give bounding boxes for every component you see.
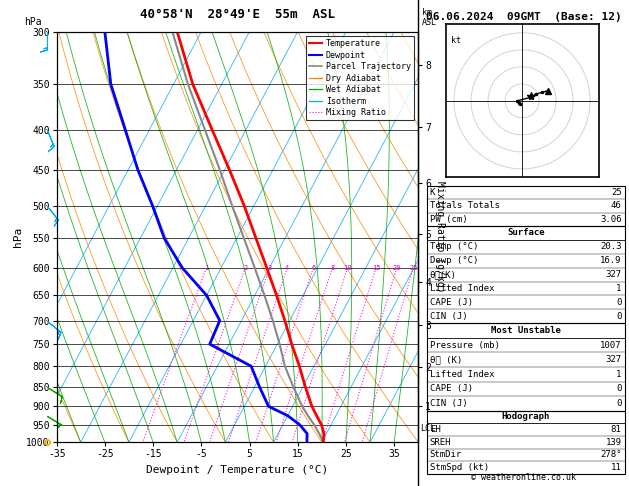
Bar — [426, 186, 625, 226]
Text: kt: kt — [450, 36, 460, 45]
Text: 6: 6 — [311, 265, 315, 271]
Text: 1: 1 — [616, 284, 621, 293]
Text: 06.06.2024  09GMT  (Base: 12): 06.06.2024 09GMT (Base: 12) — [426, 12, 621, 22]
Text: LCL: LCL — [420, 424, 435, 433]
Text: 0: 0 — [616, 399, 621, 408]
Y-axis label: Mixing Ratio (g/kg): Mixing Ratio (g/kg) — [435, 181, 445, 293]
Text: 25: 25 — [409, 265, 418, 271]
Text: CAPE (J): CAPE (J) — [430, 298, 473, 307]
Text: 25: 25 — [611, 188, 621, 197]
Text: 11: 11 — [611, 463, 621, 472]
Text: EH: EH — [430, 425, 441, 434]
Text: CIN (J): CIN (J) — [430, 399, 467, 408]
Text: CAPE (J): CAPE (J) — [430, 384, 473, 393]
Text: StmSpd (kt): StmSpd (kt) — [430, 463, 489, 472]
Text: © weatheronline.co.uk: © weatheronline.co.uk — [471, 473, 576, 482]
Text: Pressure (mb): Pressure (mb) — [430, 341, 500, 349]
Text: 327: 327 — [606, 355, 621, 364]
Text: 1: 1 — [204, 265, 208, 271]
Text: 0: 0 — [616, 312, 621, 321]
Text: K: K — [430, 188, 435, 197]
Y-axis label: hPa: hPa — [13, 227, 23, 247]
Text: 4: 4 — [285, 265, 289, 271]
Text: 139: 139 — [606, 438, 621, 447]
Text: 40°58'N  28°49'E  55m  ASL: 40°58'N 28°49'E 55m ASL — [140, 8, 335, 21]
Text: Lifted Index: Lifted Index — [430, 370, 494, 379]
Text: Temp (°C): Temp (°C) — [430, 243, 478, 251]
Text: 1007: 1007 — [600, 341, 621, 349]
Text: 278°: 278° — [600, 451, 621, 459]
Text: PW (cm): PW (cm) — [430, 215, 467, 224]
Text: StmDir: StmDir — [430, 451, 462, 459]
Text: Totals Totals: Totals Totals — [430, 201, 500, 210]
Text: 3: 3 — [267, 265, 272, 271]
Text: 0: 0 — [616, 298, 621, 307]
Text: 8: 8 — [330, 265, 335, 271]
Text: CIN (J): CIN (J) — [430, 312, 467, 321]
X-axis label: Dewpoint / Temperature (°C): Dewpoint / Temperature (°C) — [147, 465, 328, 475]
Text: Most Unstable: Most Unstable — [491, 326, 560, 335]
Text: θᴇ(K): θᴇ(K) — [430, 270, 457, 279]
Text: 46: 46 — [611, 201, 621, 210]
Text: 81: 81 — [611, 425, 621, 434]
Text: 3.06: 3.06 — [600, 215, 621, 224]
Text: Lifted Index: Lifted Index — [430, 284, 494, 293]
Text: Surface: Surface — [507, 228, 545, 238]
Text: Hodograph: Hodograph — [501, 413, 550, 421]
Text: 15: 15 — [372, 265, 380, 271]
Text: 327: 327 — [606, 270, 621, 279]
Text: 20.3: 20.3 — [600, 243, 621, 251]
Text: 16.9: 16.9 — [600, 256, 621, 265]
Text: 0: 0 — [616, 384, 621, 393]
Text: 1: 1 — [616, 370, 621, 379]
Text: SREH: SREH — [430, 438, 452, 447]
Text: θᴇ (K): θᴇ (K) — [430, 355, 462, 364]
Text: km
ASL: km ASL — [422, 8, 437, 28]
Bar — [426, 323, 625, 411]
Text: 10: 10 — [343, 265, 352, 271]
Text: 2: 2 — [243, 265, 247, 271]
Bar — [426, 226, 625, 323]
Text: Dewp (°C): Dewp (°C) — [430, 256, 478, 265]
Bar — [426, 411, 625, 474]
Text: hPa: hPa — [24, 17, 42, 28]
Legend: Temperature, Dewpoint, Parcel Trajectory, Dry Adiabat, Wet Adiabat, Isotherm, Mi: Temperature, Dewpoint, Parcel Trajectory… — [306, 36, 414, 121]
Text: 20: 20 — [392, 265, 401, 271]
